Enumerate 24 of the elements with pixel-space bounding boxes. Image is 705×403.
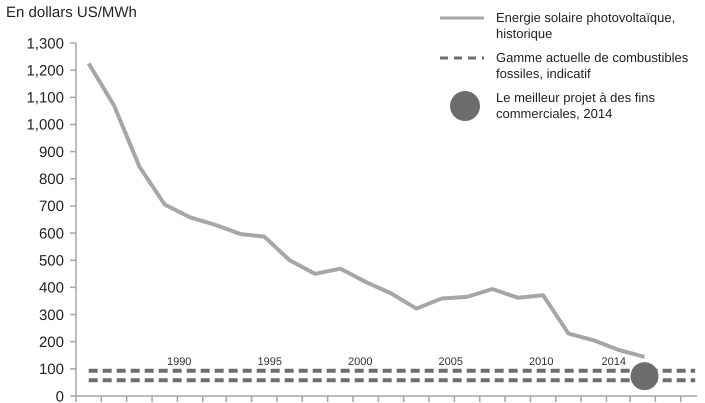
y-tick-label: 1,000 (26, 116, 64, 134)
y-tick-label: 700 (38, 198, 64, 216)
legend-label: Gamme actuelle de combustibles fossiles, indicatif (496, 50, 689, 81)
y-tick-label: 1,200 (26, 62, 64, 80)
y-tick-label: 0 (56, 388, 64, 403)
x-tick-label: 2014 (601, 356, 626, 368)
y-tick-label: 1,100 (26, 90, 64, 107)
y-tick-label: 1,300 (26, 35, 64, 52)
x-tick-label: 2000 (348, 356, 372, 368)
x-tick-label: 2010 (529, 356, 554, 368)
y-tick-label: 100 (38, 361, 64, 378)
y-tick-label: 800 (38, 171, 64, 188)
y-tick-label: 900 (38, 144, 64, 161)
y-tick-label: 200 (38, 334, 64, 351)
y-tick-label: 600 (38, 225, 64, 242)
y-axis-title: En dollars US/MWh (6, 4, 137, 21)
x-tick-label: 2005 (438, 356, 464, 368)
y-tick-label: 500 (38, 252, 64, 270)
x-tick-label: 1995 (257, 356, 282, 368)
legend-label: Energie solaire photovoltaïque, historique (496, 10, 676, 41)
x-tick-label: 1990 (166, 356, 192, 368)
legend-label: Le meilleur projet à des fins commerciales, 2014 (496, 90, 656, 121)
y-tick-label: 400 (38, 280, 64, 297)
y-tick-label: 300 (38, 306, 64, 324)
